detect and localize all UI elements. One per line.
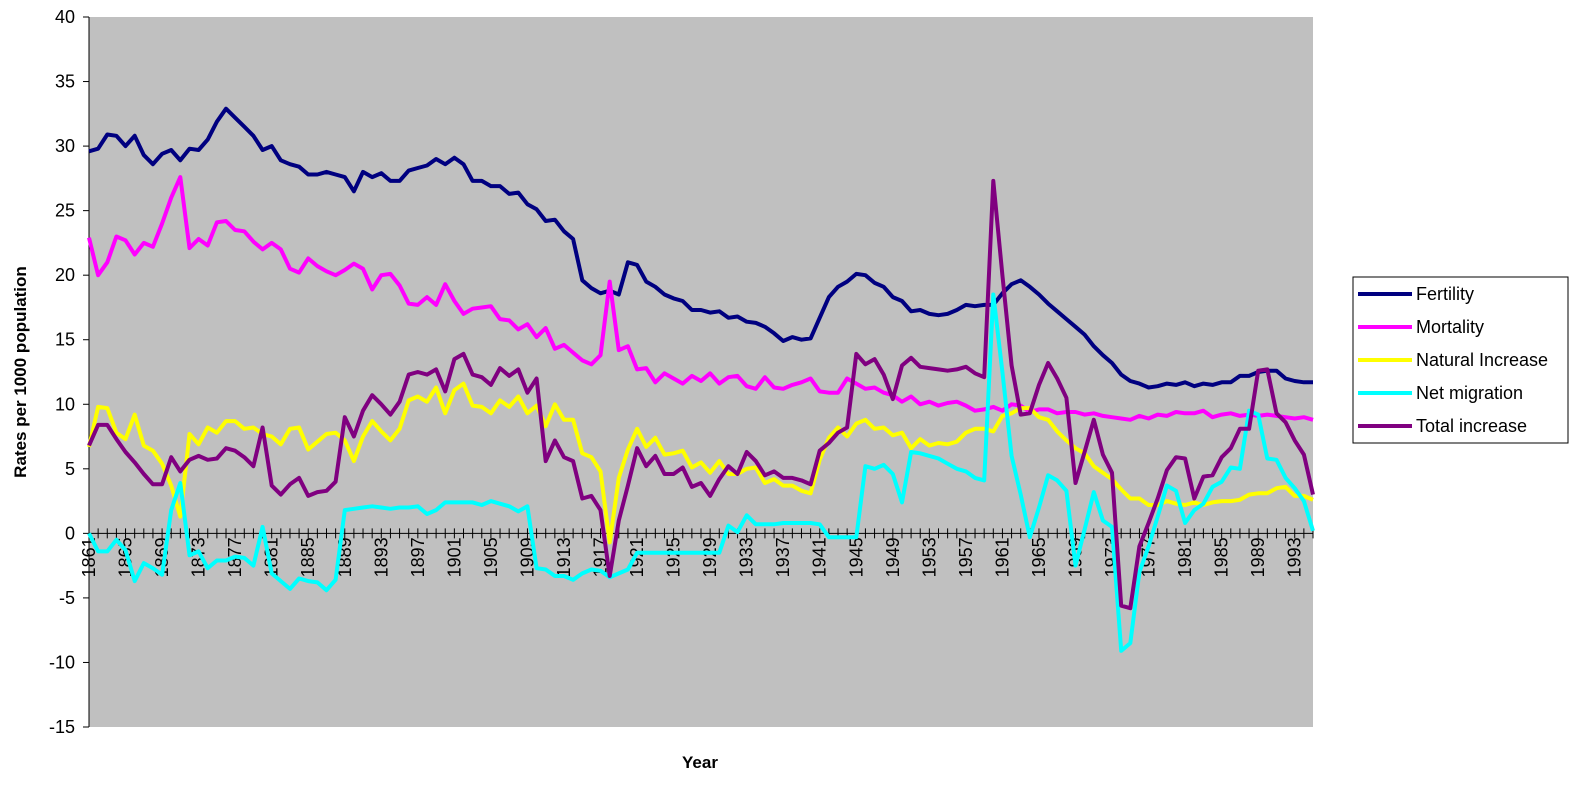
x-tick-label: 1913	[554, 537, 574, 577]
x-tick-label: 1897	[408, 537, 428, 577]
y-tick-label: -10	[49, 652, 75, 672]
legend-label: Mortality	[1416, 317, 1484, 337]
x-tick-label: 1873	[189, 537, 209, 577]
x-tick-label: 1937	[773, 537, 793, 577]
y-tick-label: 35	[55, 72, 75, 92]
x-tick-label: 1893	[371, 537, 391, 577]
y-tick-label: 5	[65, 459, 75, 479]
legend-label: Total increase	[1416, 416, 1527, 436]
x-tick-label: 1901	[444, 537, 464, 577]
series-line	[88, 106, 1313, 390]
x-tick-label: 1905	[481, 537, 501, 577]
x-tick-label: 1965	[1029, 537, 1049, 577]
x-tick-label: 1945	[846, 537, 866, 577]
y-tick-label: 25	[55, 201, 75, 221]
series-line	[87, 175, 1314, 422]
x-tick-label: 1949	[883, 537, 903, 577]
series-line	[87, 381, 1314, 545]
y-tick-label: 10	[55, 394, 75, 414]
y-tick-label: 20	[55, 265, 75, 285]
x-tick-label: 1961	[992, 537, 1012, 577]
x-tick-label: 1925	[664, 537, 684, 577]
x-tick-label: 1941	[810, 537, 830, 577]
x-axis-title: Year	[682, 753, 718, 772]
y-tick-label: -5	[59, 588, 75, 608]
y-tick-label: 15	[55, 330, 75, 350]
x-tick-label: 1933	[737, 537, 757, 577]
x-tick-label: 1989	[1248, 537, 1268, 577]
x-tick-label: 1885	[298, 537, 318, 577]
x-tick-label: 1957	[956, 537, 976, 577]
series-line	[87, 292, 1315, 653]
x-tick-label: 1929	[700, 537, 720, 577]
legend-label: Natural Increase	[1416, 350, 1548, 370]
series-line	[87, 178, 1315, 611]
x-tick-label: 1993	[1285, 537, 1305, 577]
y-tick-label: 0	[65, 523, 75, 543]
y-tick-label: 30	[55, 136, 75, 156]
y-tick-label: 40	[55, 7, 75, 27]
plot-area	[89, 17, 1313, 727]
x-tick-label: 1985	[1212, 537, 1232, 577]
x-tick-label: 1921	[627, 537, 647, 577]
x-tick-label: 1981	[1175, 537, 1195, 577]
legend-label: Net migration	[1416, 383, 1523, 403]
x-tick-label: 1953	[919, 537, 939, 577]
legend-label: Fertility	[1416, 284, 1474, 304]
y-tick-label: -15	[49, 717, 75, 737]
x-tick-label: 1977	[1139, 537, 1159, 577]
y-axis-title: Rates per 1000 population	[11, 266, 30, 478]
